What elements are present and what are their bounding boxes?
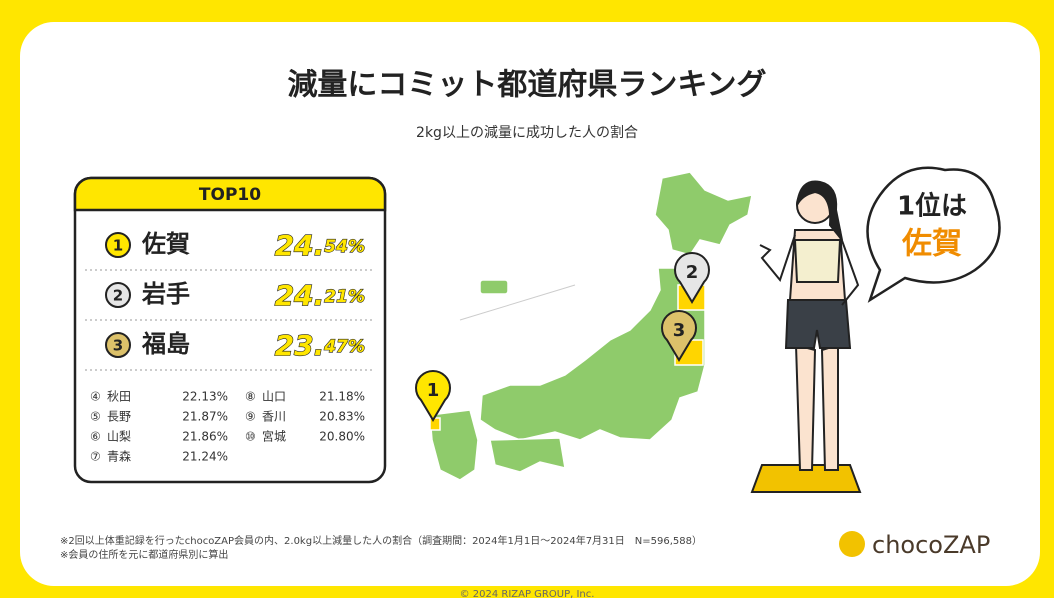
- rank: ⑥: [90, 430, 101, 444]
- pin-label: 2: [686, 262, 699, 283]
- speech-bubble: 1位は 佐賀: [866, 166, 1001, 303]
- ranking-header: [73, 176, 387, 212]
- value: 21.87%: [182, 410, 228, 424]
- rank: 3: [113, 337, 123, 355]
- rank: ⑧: [245, 390, 256, 404]
- map-pins: 1 2 3: [415, 251, 710, 422]
- map-line: [459, 284, 576, 321]
- rank: 2: [113, 287, 123, 305]
- rank-badge: [105, 332, 131, 358]
- arm: [839, 234, 860, 306]
- rank-badge: [105, 282, 131, 308]
- pin-label: 1: [427, 380, 440, 401]
- value-sub: 21%: [324, 287, 365, 307]
- prefecture: 山梨: [107, 430, 131, 444]
- rank: ⑩: [245, 430, 256, 444]
- value-sub: 54%: [324, 237, 365, 257]
- rank: ⑤: [90, 410, 101, 424]
- note: ※2回以上体重記録を行ったchocoZAP会員の内、2.0kg以上減量した人の割…: [60, 534, 702, 547]
- map-region: [489, 437, 566, 473]
- ranking-rows: 1 佐賀 24.54%2 岩手 24.21%3 福島 23.47%④ 秋田 22.13%⑤ 長野 2…: [85, 228, 375, 464]
- prefecture: 長野: [107, 410, 131, 424]
- note: ※会員の住所を元に都道府県別に算出: [60, 548, 228, 561]
- hair: [796, 180, 843, 241]
- ranking-heading: TOP10: [199, 185, 261, 205]
- bubble-shape: [866, 166, 1001, 303]
- title: 減量にコミット都道府県ランキング: [287, 68, 766, 103]
- map-region: [479, 279, 509, 295]
- value: 20.83%: [319, 410, 365, 424]
- prefecture: 青森: [107, 449, 131, 464]
- prefecture: 宮城: [262, 429, 286, 444]
- arm: [759, 234, 796, 283]
- prefecture: 福島: [141, 330, 190, 358]
- value-main: 24.: [275, 279, 325, 312]
- pin-label: 3: [673, 320, 686, 341]
- value: 24.21%: [275, 279, 365, 312]
- rank: ⑦: [90, 450, 101, 464]
- map-highlight: [429, 417, 441, 431]
- bubble-text: 1位は: [897, 191, 967, 222]
- illustration: [750, 180, 862, 493]
- value: 21.24%: [182, 450, 228, 464]
- rank: 1: [113, 237, 123, 255]
- map-region: [429, 409, 479, 481]
- ranking-box: TOP10: [73, 176, 387, 484]
- value: 21.86%: [182, 430, 228, 444]
- map-region: [654, 171, 753, 256]
- prefecture: 山口: [262, 390, 286, 404]
- prefecture: 秋田: [107, 390, 131, 404]
- shorts: [784, 299, 852, 349]
- scale: [750, 464, 862, 493]
- value-main: 23.: [275, 329, 325, 362]
- rank: ④: [90, 390, 101, 404]
- bubble-text: 佐賀: [901, 227, 962, 262]
- value-sub: 47%: [323, 337, 365, 357]
- value: 24.54%: [275, 229, 365, 262]
- subtitle: 2kg以上の減量に成功した人の割合: [416, 124, 638, 141]
- copyright: © 2024 RIZAP GROUP, Inc.: [460, 589, 595, 598]
- top: [793, 239, 842, 283]
- pin: [674, 251, 710, 304]
- logo-icon: [839, 531, 865, 557]
- prefecture: 岩手: [141, 280, 190, 308]
- prefecture: 香川: [262, 410, 286, 424]
- rank-badge: [105, 232, 131, 258]
- prefecture: 佐賀: [141, 230, 190, 258]
- value: 21.18%: [319, 390, 365, 404]
- pin: [415, 369, 451, 422]
- japan-map: [429, 171, 753, 481]
- value-main: 24.: [275, 229, 325, 262]
- logo: chocoZAP: [872, 531, 990, 559]
- pin: [661, 309, 697, 362]
- value: 20.80%: [319, 430, 365, 444]
- map-region: [479, 267, 706, 441]
- value: 22.13%: [182, 390, 228, 404]
- value: 23.47%: [275, 329, 365, 362]
- rank: ⑨: [245, 410, 256, 424]
